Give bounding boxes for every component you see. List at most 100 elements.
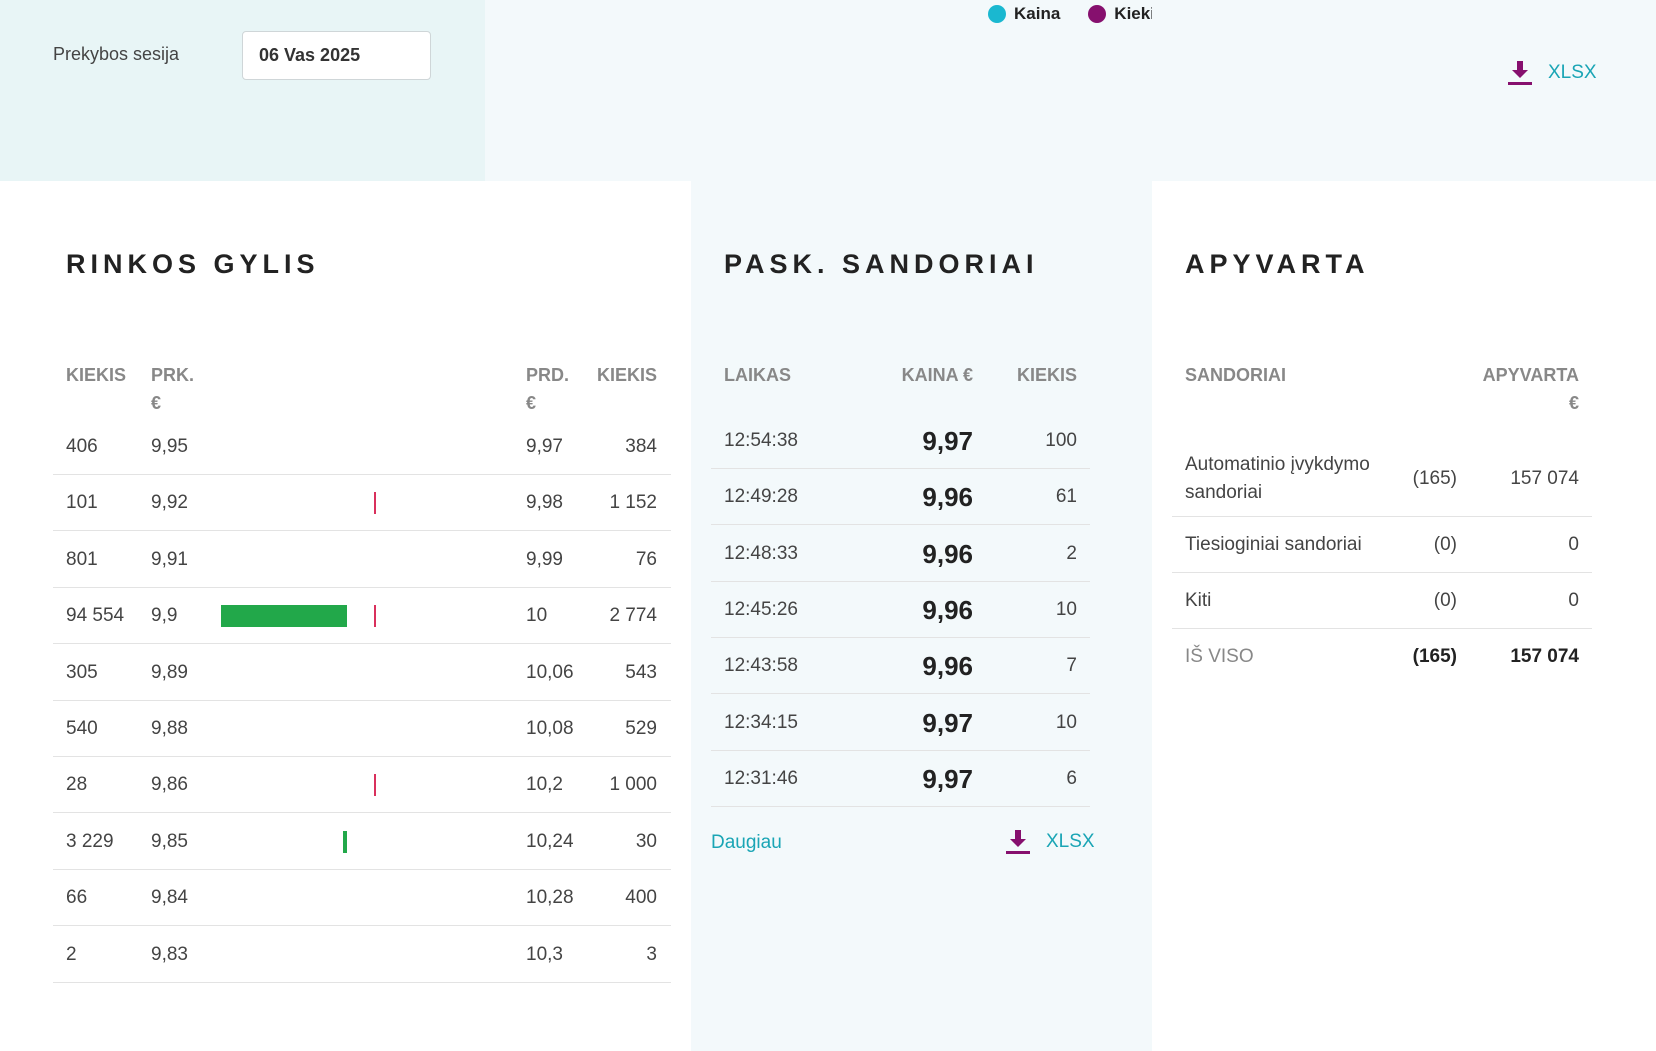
depth-bid-price: 9,86 bbox=[151, 774, 188, 796]
session-filter-area: Prekybos sesija bbox=[0, 0, 485, 181]
ask-volume-marker bbox=[374, 605, 376, 628]
trade-price: 9,96 bbox=[922, 538, 973, 569]
trade-qty: 10 bbox=[1055, 598, 1077, 620]
depth-bid-qty: 101 bbox=[66, 492, 98, 514]
turnover-total-label: IŠ VISO bbox=[1185, 646, 1254, 667]
trades-xlsx-export-link[interactable]: XLSX bbox=[1006, 829, 1095, 855]
depth-ask-price: 9,98 bbox=[526, 492, 563, 514]
depth-bid-qty: 406 bbox=[66, 436, 98, 457]
depth-row: 3 229 9,85 10,24 30 bbox=[53, 814, 671, 870]
depth-header-bid-price: PRK. € bbox=[151, 361, 194, 417]
depth-row: 406 9,95 9,97 384 bbox=[53, 419, 671, 475]
turnover-row-other: Kiti (0) 0 bbox=[1172, 573, 1592, 629]
turnover-header-line1: APYVARTA bbox=[1482, 365, 1579, 385]
depth-header-bid-price-line1: PRK. bbox=[151, 365, 195, 385]
download-icon bbox=[1508, 60, 1532, 86]
depth-bid-qty: 94 554 bbox=[66, 605, 125, 627]
trade-time: 12:49:28 bbox=[724, 486, 798, 508]
depth-bid-price: 9,85 bbox=[151, 830, 188, 852]
turnover-total-count: (165) bbox=[1412, 646, 1457, 667]
depth-bid-qty: 801 bbox=[66, 548, 98, 570]
last-trades-panel: PASK. SANDORIAI LAIKAS KAINA € KIEKIS 12… bbox=[691, 181, 1152, 1051]
legend-item-quantity[interactable]: Kiekis bbox=[1088, 4, 1164, 24]
depth-ask-price: 9,97 bbox=[526, 436, 563, 457]
depth-ask-qty: 1 152 bbox=[609, 492, 657, 514]
last-trades-title: PASK. SANDORIAI bbox=[724, 249, 1039, 279]
turnover-row-name-line2: sandoriai bbox=[1185, 482, 1263, 503]
depth-bid-price: 9,83 bbox=[151, 943, 188, 965]
legend-label-quantity: Kiekis bbox=[1114, 4, 1165, 23]
more-trades-link[interactable]: Daugiau bbox=[711, 832, 782, 853]
chart-legend: Kaina Kiekis bbox=[988, 4, 1164, 24]
turnover-row-name: Kiti bbox=[1185, 590, 1212, 611]
depth-row: 28 9,86 10,2 1 000 bbox=[53, 757, 671, 814]
depth-row: 540 9,88 10,08 529 bbox=[53, 701, 671, 757]
price-dot-icon bbox=[988, 5, 1006, 23]
turnover-header-deals: SANDORIAI bbox=[1185, 365, 1287, 385]
market-depth-title: RINKOS GYLIS bbox=[66, 249, 320, 279]
trade-qty: 6 bbox=[1066, 767, 1077, 789]
trade-time: 12:43:58 bbox=[724, 655, 798, 677]
trade-row: 12:43:58 9,96 7 bbox=[711, 638, 1090, 695]
depth-ask-price: 10,3 bbox=[526, 943, 563, 965]
turnover-row-automatic: Automatinio įvykdymo sandoriai (165) 157… bbox=[1172, 441, 1592, 517]
depth-bid-qty: 66 bbox=[66, 887, 88, 909]
trade-qty: 10 bbox=[1055, 711, 1077, 733]
quantity-dot-icon bbox=[1088, 5, 1107, 23]
turnover-row-name: Automatinio įvykdymo sandoriai bbox=[1185, 451, 1370, 507]
trade-qty: 100 bbox=[1045, 430, 1077, 451]
trade-time: 12:31:46 bbox=[724, 767, 798, 789]
depth-bid-price: 9,88 bbox=[151, 718, 188, 739]
trade-price: 9,97 bbox=[922, 426, 973, 456]
download-icon bbox=[1006, 829, 1030, 855]
trades-header-price: KAINA € bbox=[901, 365, 973, 385]
trade-time: 12:45:26 bbox=[724, 598, 798, 620]
trade-row: 12:34:15 9,97 10 bbox=[711, 695, 1090, 751]
trade-row: 12:49:28 9,96 61 bbox=[711, 469, 1090, 526]
turnover-row-value: 157 074 bbox=[1510, 468, 1579, 489]
session-label: Prekybos sesija bbox=[53, 44, 180, 64]
depth-ask-price: 10 bbox=[526, 605, 548, 627]
turnover-row-name: Tiesioginiai sandoriai bbox=[1185, 534, 1362, 555]
turnover-row-total: IŠ VISO (165) 157 074 bbox=[1172, 629, 1592, 685]
depth-ask-qty: 529 bbox=[625, 718, 657, 739]
depth-bid-price: 9,92 bbox=[151, 492, 188, 514]
depth-bid-qty: 2 bbox=[66, 943, 77, 965]
ask-volume-marker bbox=[374, 492, 376, 515]
depth-ask-price: 10,08 bbox=[526, 718, 574, 739]
depth-bid-qty: 3 229 bbox=[66, 830, 114, 852]
depth-header-ask-qty: KIEKIS bbox=[596, 365, 657, 385]
depth-ask-qty: 3 bbox=[646, 943, 657, 965]
turnover-title: APYVARTA bbox=[1185, 249, 1370, 279]
depth-bid-price: 9,95 bbox=[151, 436, 188, 457]
chart-xlsx-export-link[interactable]: XLSX bbox=[1508, 60, 1597, 86]
top-band: Prekybos sesija Kaina Kiekis XLSX bbox=[0, 0, 1656, 181]
turnover-header-line2: € bbox=[1568, 393, 1579, 413]
depth-bid-qty: 540 bbox=[66, 718, 98, 739]
depth-ask-qty: 384 bbox=[625, 436, 657, 457]
depth-bid-price: 9,91 bbox=[151, 548, 188, 570]
turnover-row-value: 0 bbox=[1568, 590, 1579, 611]
depth-bid-qty: 305 bbox=[66, 661, 98, 683]
depth-bid-price: 9,89 bbox=[151, 661, 188, 683]
trade-qty: 7 bbox=[1066, 655, 1077, 677]
turnover-row-count: (0) bbox=[1433, 590, 1457, 611]
trade-price: 9,97 bbox=[922, 707, 973, 738]
market-depth-panel: RINKOS GYLIS KIEKIS PRK. € PRD. € KIEKIS… bbox=[0, 181, 691, 1051]
depth-ask-qty: 76 bbox=[635, 548, 657, 570]
trade-time: 12:34:15 bbox=[724, 711, 798, 733]
chart-area: Kaina Kiekis bbox=[485, 0, 1164, 181]
trade-qty: 2 bbox=[1066, 542, 1077, 564]
legend-item-price[interactable]: Kaina bbox=[988, 4, 1060, 24]
depth-header-bid-price-line2: € bbox=[151, 393, 162, 413]
turnover-row-value: 0 bbox=[1568, 534, 1579, 555]
depth-ask-price: 10,28 bbox=[526, 887, 574, 909]
session-date-input[interactable] bbox=[242, 31, 431, 80]
depth-header-ask-price-line1: PRD. bbox=[526, 365, 570, 385]
depth-ask-price: 10,06 bbox=[526, 661, 574, 683]
trade-price: 9,96 bbox=[922, 594, 973, 625]
depth-ask-price: 10,24 bbox=[526, 830, 574, 852]
trade-row: 12:31:46 9,97 6 bbox=[711, 751, 1090, 807]
depth-ask-price: 10,2 bbox=[526, 774, 563, 796]
trades-header-time: LAIKAS bbox=[724, 365, 791, 385]
